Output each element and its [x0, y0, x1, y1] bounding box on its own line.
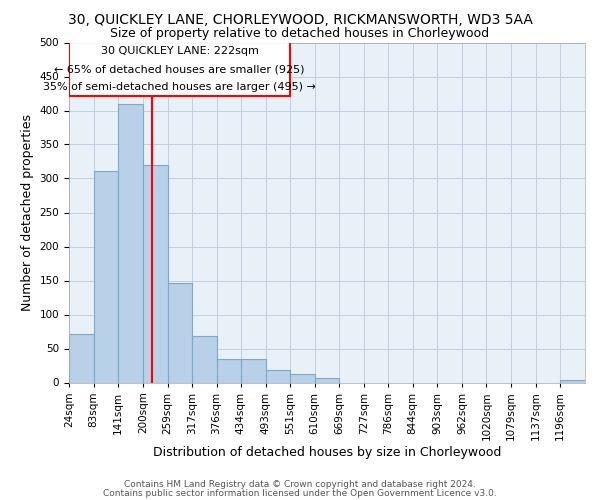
Text: 30, QUICKLEY LANE, CHORLEYWOOD, RICKMANSWORTH, WD3 5AA: 30, QUICKLEY LANE, CHORLEYWOOD, RICKMANS…	[68, 12, 532, 26]
Bar	[143, 165, 167, 382]
Text: Contains public sector information licensed under the Open Government Licence v3: Contains public sector information licen…	[103, 489, 497, 498]
Bar	[560, 380, 585, 382]
Bar	[314, 378, 340, 382]
Bar	[266, 370, 290, 382]
Text: 30 QUICKLEY LANE: 222sqm: 30 QUICKLEY LANE: 222sqm	[101, 46, 259, 56]
Bar	[290, 374, 314, 382]
Text: ← 65% of detached houses are smaller (925): ← 65% of detached houses are smaller (92…	[54, 64, 305, 74]
Text: Contains HM Land Registry data © Crown copyright and database right 2024.: Contains HM Land Registry data © Crown c…	[124, 480, 476, 489]
Bar	[217, 358, 241, 382]
Bar	[118, 104, 143, 382]
Bar	[69, 334, 94, 382]
Text: Size of property relative to detached houses in Chorleywood: Size of property relative to detached ho…	[110, 28, 490, 40]
Bar	[94, 171, 118, 382]
Bar	[241, 358, 266, 382]
Text: 35% of semi-detached houses are larger (495) →: 35% of semi-detached houses are larger (…	[43, 82, 316, 92]
Y-axis label: Number of detached properties: Number of detached properties	[21, 114, 34, 311]
Bar	[69, 42, 290, 96]
Bar	[192, 336, 217, 382]
Bar	[167, 282, 192, 382]
X-axis label: Distribution of detached houses by size in Chorleywood: Distribution of detached houses by size …	[153, 446, 501, 459]
